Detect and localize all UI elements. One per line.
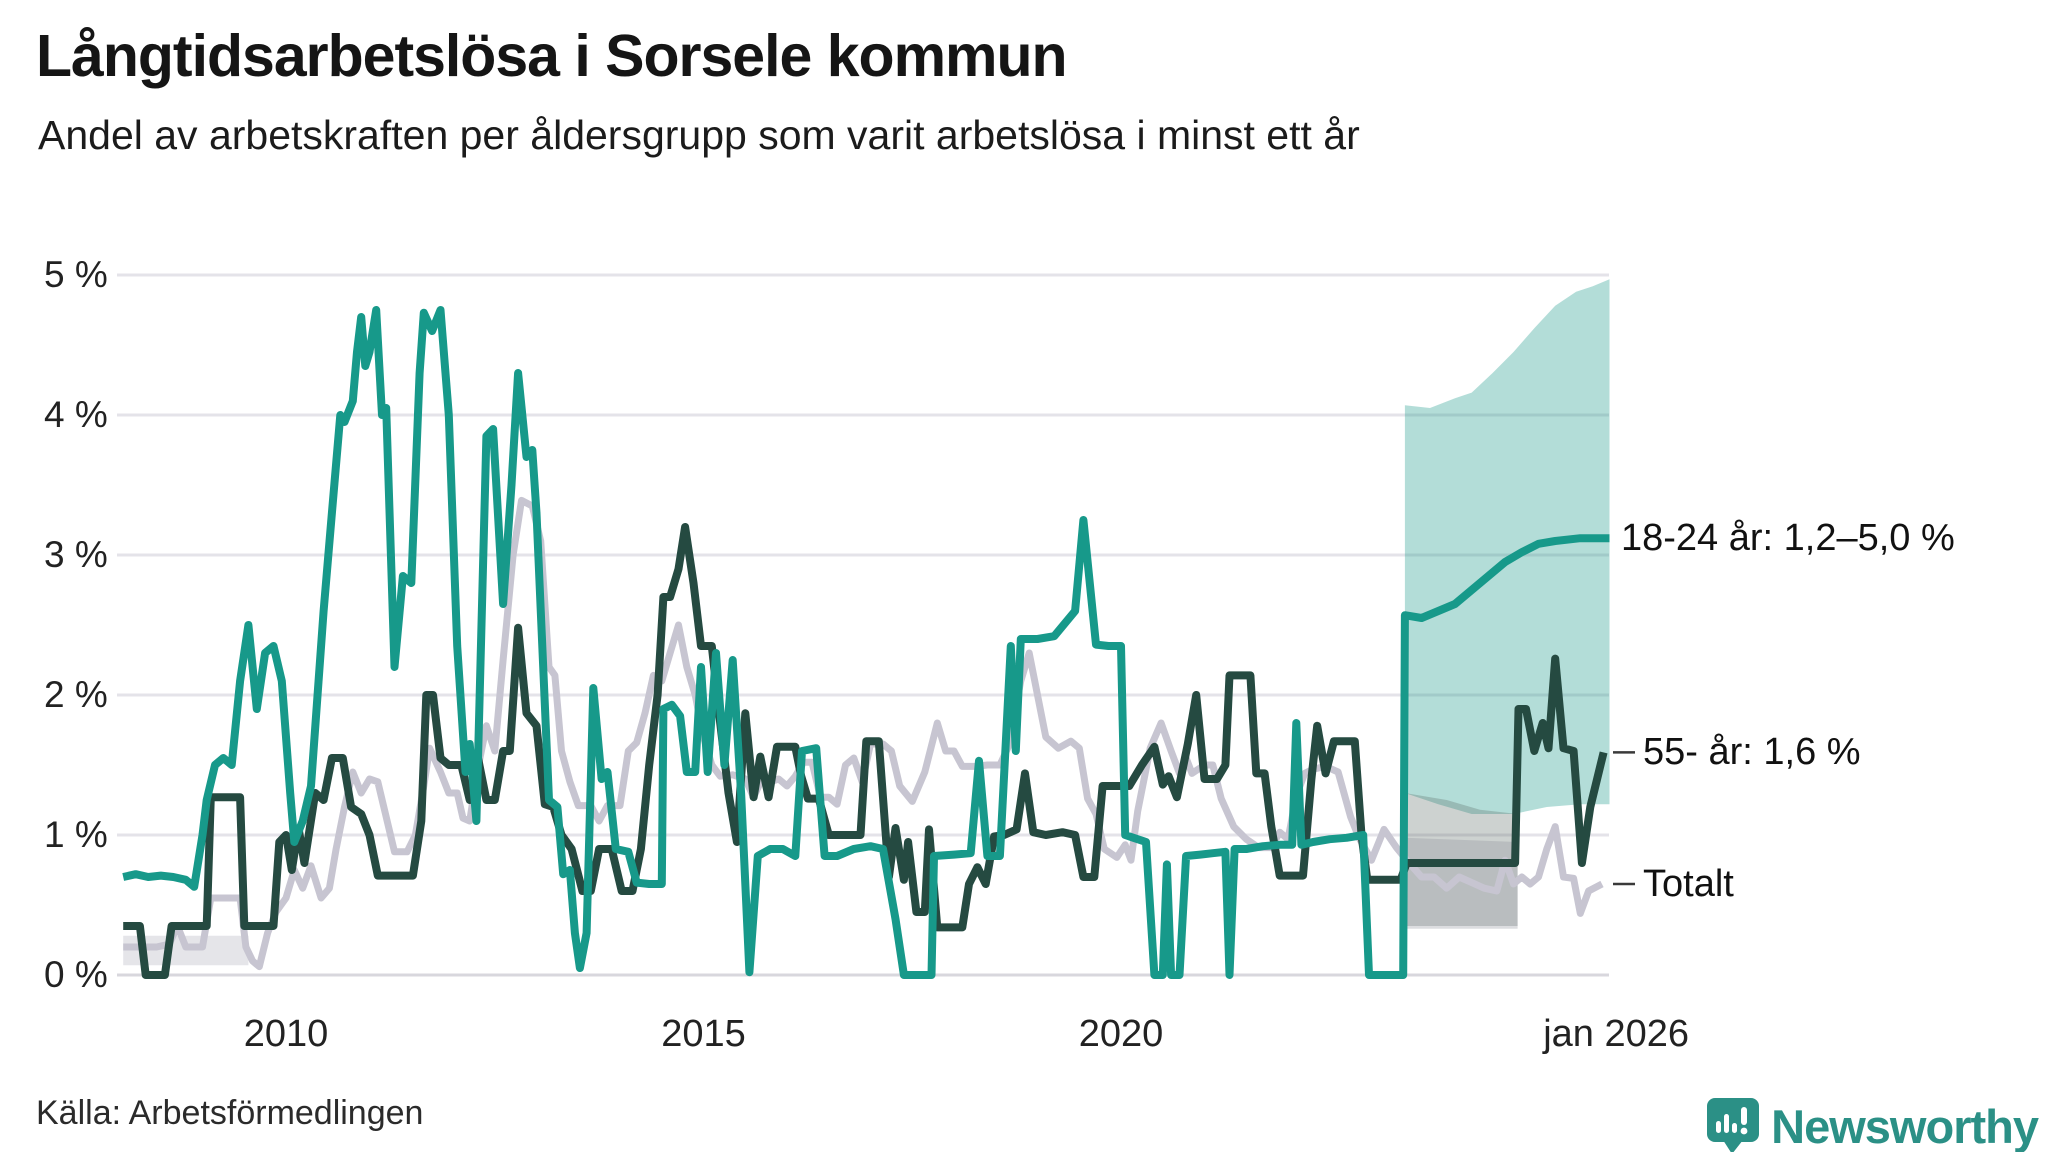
- series-line: [123, 496, 1604, 971]
- uncertainty-band: [1404, 279, 1610, 814]
- y-axis-tick-label: 1 %: [44, 814, 108, 855]
- x-axis-tick-label: 2010: [243, 1013, 329, 1055]
- series-end-label: 18-24 år: 1,2–5,0 %: [1621, 517, 1955, 560]
- newsworthy-wordmark: Newsworthy: [1771, 1099, 2039, 1152]
- newsworthy-bubble-chart-icon: [1707, 1098, 1760, 1152]
- x-axis-tick-label: 2020: [1078, 1013, 1164, 1055]
- y-axis-tick-label: 5 %: [44, 254, 108, 295]
- series-line: [122, 306, 1610, 979]
- source-note: Källa: Arbetsförmedlingen: [36, 1094, 424, 1132]
- uncertainty-band: [123, 935, 249, 966]
- series-line: [123, 523, 1608, 979]
- newsworthy-logo: Newsworthy: [1707, 1098, 2039, 1152]
- y-axis-tick-label: 0 %: [44, 954, 108, 995]
- y-axis-tick-label: 4 %: [44, 394, 108, 435]
- x-axis-tick-label: 2015: [661, 1013, 746, 1055]
- page-title: Långtidsarbetslösa i Sorsele kommun: [36, 23, 1068, 89]
- y-axis-tick-label: 3 %: [44, 534, 108, 575]
- x-axis-tick-label: jan 2026: [1543, 1013, 1690, 1055]
- y-axis-tick-label: 2 %: [44, 674, 108, 715]
- chart-subtitle: Andel av arbetskraften per åldersgrupp s…: [38, 112, 1360, 158]
- series-end-label: Totalt: [1643, 863, 1734, 905]
- series-end-label: 55- år: 1,6 %: [1643, 731, 1861, 774]
